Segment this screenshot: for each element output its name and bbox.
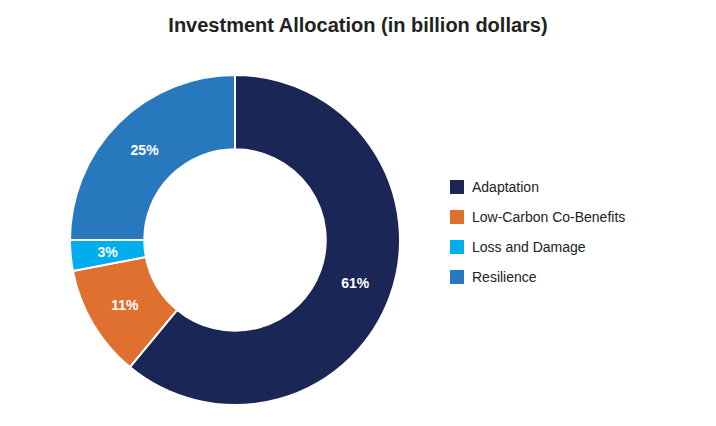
pie-slice — [70, 240, 146, 271]
data-label: 61% — [341, 275, 370, 291]
pie-slice — [73, 257, 177, 367]
data-labels: 61% 11% 3% 25% — [98, 142, 370, 314]
legend-swatch — [450, 240, 464, 254]
legend-item: Resilience — [450, 269, 537, 285]
data-label: 11% — [111, 297, 139, 313]
legend-swatch — [450, 270, 464, 284]
legend-item: Loss and Damage — [450, 239, 586, 255]
chart-svg: Investment Allocation (in billion dollar… — [0, 0, 716, 426]
pie-group — [70, 75, 400, 405]
legend-item: Low-Carbon Co-Benefits — [450, 209, 625, 225]
legend-label: Adaptation — [472, 179, 539, 195]
legend-label: Resilience — [472, 269, 537, 285]
legend-swatch — [450, 210, 464, 224]
legend-item: Adaptation — [450, 179, 539, 195]
legend-swatch — [450, 180, 464, 194]
data-label: 3% — [98, 244, 119, 260]
chart-title: Investment Allocation (in billion dollar… — [168, 14, 547, 36]
data-label: 25% — [131, 142, 160, 158]
pie-slice — [70, 75, 235, 240]
legend-label: Low-Carbon Co-Benefits — [472, 209, 625, 225]
legend-label: Loss and Damage — [472, 239, 586, 255]
legend: Adaptation Low-Carbon Co-Benefits Loss and… — [450, 179, 625, 285]
